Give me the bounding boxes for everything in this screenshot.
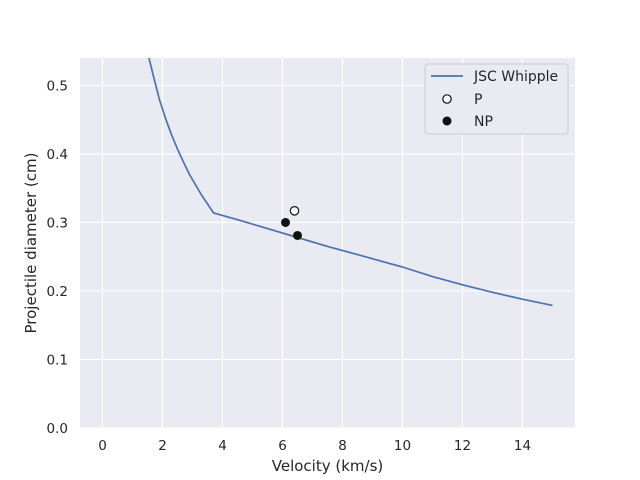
y-tick-label: 0.3 — [47, 215, 68, 231]
legend-filled-circle-marker — [442, 116, 452, 126]
legend-open-circle-marker — [442, 94, 452, 104]
legend: JSC Whipple P NP — [424, 63, 569, 135]
x-tick-label: 4 — [218, 438, 227, 454]
x-tick-label: 6 — [278, 438, 287, 454]
x-tick-label: 0 — [98, 438, 107, 454]
legend-label-p: P — [474, 92, 482, 108]
y-tick-label: 0.4 — [47, 147, 68, 163]
x-tick-label: 2 — [158, 438, 167, 454]
y-tick-label: 0.5 — [47, 78, 68, 94]
x-tick-label: 12 — [454, 438, 471, 454]
y-tick-label: 0.1 — [47, 352, 68, 368]
legend-label-jsc-whipple: JSC Whipple — [473, 69, 558, 85]
legend-label-np: NP — [474, 114, 493, 130]
plot-content — [148, 57, 553, 307]
data-point-np — [293, 230, 302, 240]
y-axis-label: Projectile diameter (cm) — [22, 153, 40, 334]
x-tick-label: 14 — [514, 438, 531, 454]
x-axis-label: Velocity (km/s) — [272, 457, 383, 475]
data-point-p — [289, 205, 300, 216]
x-tick-labels: 0 2 4 6 8 10 12 14 — [98, 438, 531, 454]
y-tick-label: 0.0 — [47, 421, 68, 437]
y-tick-label: 0.2 — [47, 284, 68, 300]
x-tick-label: 10 — [394, 438, 411, 454]
series-line-jsc-whipple — [148, 57, 553, 307]
data-point-np — [281, 217, 290, 227]
x-tick-label: 8 — [338, 438, 347, 454]
legend-box — [424, 63, 569, 135]
y-tick-labels: 0.0 0.1 0.2 0.3 0.4 0.5 — [47, 78, 68, 437]
